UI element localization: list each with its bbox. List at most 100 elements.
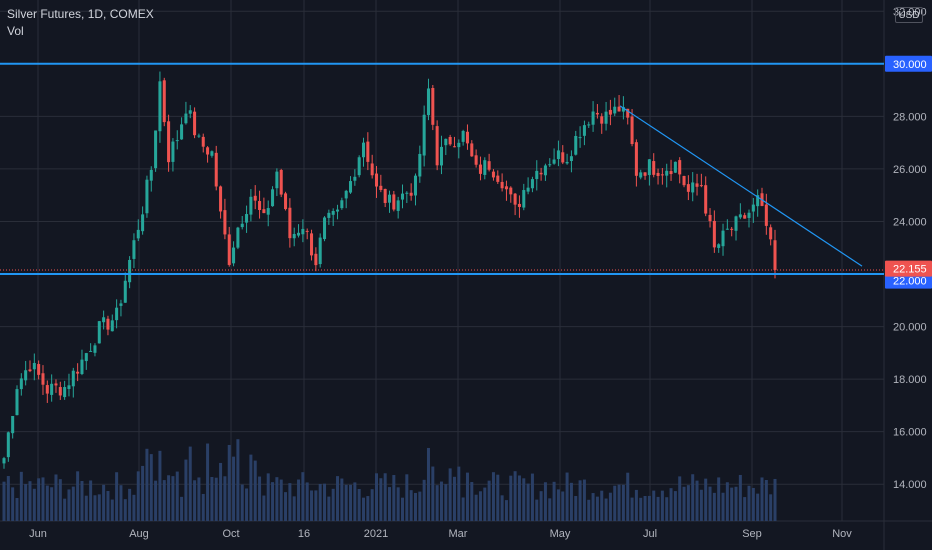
candle-body[interactable] bbox=[318, 237, 322, 265]
candle-body[interactable] bbox=[730, 228, 734, 230]
candle-body[interactable] bbox=[548, 164, 552, 166]
candle-body[interactable] bbox=[323, 217, 327, 240]
candle-body[interactable] bbox=[167, 121, 171, 163]
candle-body[interactable] bbox=[45, 385, 49, 394]
candle-body[interactable] bbox=[219, 186, 223, 212]
candle-body[interactable] bbox=[604, 111, 608, 124]
candle-body[interactable] bbox=[626, 108, 630, 118]
candle-body[interactable] bbox=[314, 253, 318, 266]
candle-body[interactable] bbox=[123, 280, 127, 303]
candle-body[interactable] bbox=[171, 141, 175, 162]
candle-body[interactable] bbox=[232, 247, 236, 264]
candle-body[interactable] bbox=[686, 184, 690, 192]
candle-body[interactable] bbox=[210, 151, 214, 156]
candle-body[interactable] bbox=[569, 156, 573, 162]
candle-body[interactable] bbox=[673, 161, 677, 173]
candle-body[interactable] bbox=[361, 142, 366, 158]
candle-body[interactable] bbox=[132, 240, 136, 259]
candle-body[interactable] bbox=[587, 124, 591, 126]
candle-body[interactable] bbox=[258, 201, 262, 211]
candle-body[interactable] bbox=[413, 175, 418, 196]
candle-body[interactable] bbox=[422, 114, 426, 156]
candle-body[interactable] bbox=[331, 210, 335, 215]
candle-body[interactable] bbox=[682, 175, 686, 186]
candle-body[interactable] bbox=[543, 165, 547, 176]
candle-body[interactable] bbox=[379, 185, 383, 190]
candle-body[interactable] bbox=[366, 141, 370, 162]
candle-body[interactable] bbox=[15, 389, 19, 416]
candle-body[interactable] bbox=[344, 190, 348, 199]
candle-body[interactable] bbox=[617, 106, 621, 112]
candle-body[interactable] bbox=[712, 220, 716, 248]
candle-body[interactable] bbox=[517, 203, 521, 207]
candle-body[interactable] bbox=[292, 233, 296, 239]
candle-body[interactable] bbox=[678, 160, 682, 175]
candle-body[interactable] bbox=[465, 131, 469, 144]
candle-body[interactable] bbox=[175, 140, 179, 142]
candle-body[interactable] bbox=[145, 179, 149, 214]
candle-body[interactable] bbox=[279, 169, 283, 195]
candle-body[interactable] bbox=[6, 432, 10, 458]
candle-body[interactable] bbox=[240, 223, 244, 228]
candle-body[interactable] bbox=[158, 81, 162, 132]
candle-body[interactable] bbox=[214, 152, 218, 187]
candle-body[interactable] bbox=[699, 185, 703, 187]
candle-body[interactable] bbox=[725, 228, 729, 230]
candle-body[interactable] bbox=[747, 212, 751, 218]
candle-body[interactable] bbox=[769, 227, 773, 240]
candle-body[interactable] bbox=[509, 187, 513, 195]
candle-body[interactable] bbox=[106, 318, 110, 330]
symbol-title[interactable]: Silver Futures, 1D, COMEX bbox=[7, 7, 154, 21]
candle-body[interactable] bbox=[643, 172, 647, 176]
candle-body[interactable] bbox=[470, 143, 474, 157]
candle-body[interactable] bbox=[223, 210, 227, 235]
candle-body[interactable] bbox=[93, 345, 97, 353]
candle-body[interactable] bbox=[392, 194, 396, 210]
candle-body[interactable] bbox=[110, 320, 114, 332]
candle-body[interactable] bbox=[717, 244, 721, 248]
candle-body[interactable] bbox=[695, 183, 699, 187]
candle-body[interactable] bbox=[245, 214, 249, 223]
candle-body[interactable] bbox=[600, 116, 604, 124]
candle-body[interactable] bbox=[227, 234, 231, 265]
candle-body[interactable] bbox=[310, 233, 314, 256]
candle-body[interactable] bbox=[461, 130, 465, 142]
candle-body[interactable] bbox=[764, 204, 768, 226]
candle-body[interactable] bbox=[751, 204, 755, 212]
candle-body[interactable] bbox=[487, 161, 491, 170]
candle-body[interactable] bbox=[180, 124, 184, 140]
candle-body[interactable] bbox=[84, 353, 88, 362]
candle-body[interactable] bbox=[439, 146, 443, 166]
candle-body[interactable] bbox=[452, 146, 456, 148]
candle-body[interactable] bbox=[128, 259, 132, 283]
candle-body[interactable] bbox=[591, 111, 595, 125]
candle-body[interactable] bbox=[409, 192, 413, 196]
candle-body[interactable] bbox=[491, 171, 495, 178]
candle-body[interactable] bbox=[556, 150, 560, 160]
candle-body[interactable] bbox=[119, 303, 123, 306]
candle-body[interactable] bbox=[41, 373, 45, 385]
candle-body[interactable] bbox=[115, 307, 119, 321]
candle-body[interactable] bbox=[349, 181, 353, 193]
candle-body[interactable] bbox=[426, 88, 430, 116]
candle-body[interactable] bbox=[500, 181, 504, 189]
candle-body[interactable] bbox=[444, 138, 448, 146]
candle-body[interactable] bbox=[297, 232, 301, 236]
trendline[interactable] bbox=[619, 105, 863, 267]
candle-body[interactable] bbox=[206, 147, 210, 155]
candle-body[interactable] bbox=[271, 189, 275, 207]
candle-body[interactable] bbox=[197, 135, 201, 137]
candle-body[interactable] bbox=[561, 152, 565, 163]
volume-indicator-label[interactable]: Vol bbox=[7, 24, 24, 38]
candle-body[interactable] bbox=[50, 383, 54, 395]
candle-body[interactable] bbox=[691, 182, 695, 193]
candle-body[interactable] bbox=[613, 106, 617, 114]
candle-body[interactable] bbox=[305, 230, 309, 232]
candle-body[interactable] bbox=[58, 387, 62, 396]
candle-body[interactable] bbox=[28, 369, 32, 372]
candle-body[interactable] bbox=[738, 214, 742, 218]
candle-body[interactable] bbox=[336, 209, 340, 212]
candle-body[interactable] bbox=[652, 161, 656, 175]
candle-body[interactable] bbox=[262, 209, 266, 214]
